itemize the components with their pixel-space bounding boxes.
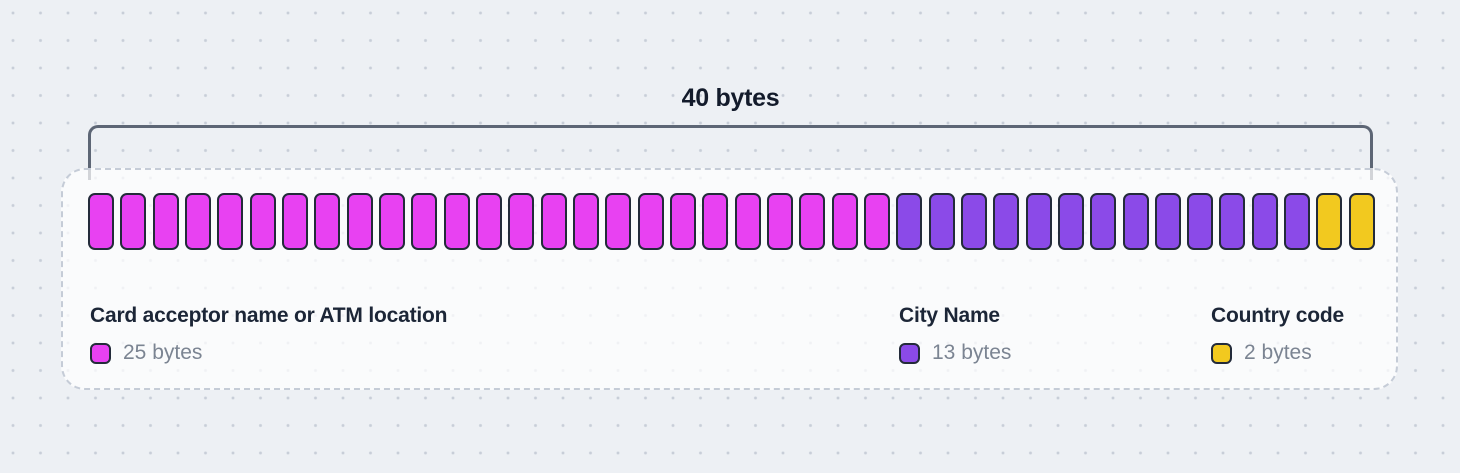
color-swatch-country-code [1211, 342, 1232, 364]
byte-cell-card-acceptor [443, 193, 470, 250]
byte-cell-city-name [1090, 193, 1117, 250]
legend-title-country-code: Country code [1211, 304, 1344, 327]
byte-cell-card-acceptor [766, 193, 793, 250]
byte-cell-card-acceptor [831, 193, 858, 250]
byte-cell-city-name [896, 193, 923, 250]
byte-cell-city-name [1219, 193, 1246, 250]
byte-cell-city-name [1154, 193, 1181, 250]
byte-cell-card-acceptor [314, 193, 341, 250]
byte-cell-card-acceptor [702, 193, 729, 250]
byte-cell-card-acceptor [346, 193, 373, 250]
byte-cell-card-acceptor [475, 193, 502, 250]
byte-cell-card-acceptor [88, 193, 114, 250]
byte-fields-panel: Card acceptor name or ATM location 25 by… [61, 168, 1398, 390]
byte-cell-card-acceptor [411, 193, 438, 250]
legend-country-code: Country code 2 bytes [1211, 304, 1344, 365]
byte-cell-card-acceptor [508, 193, 535, 250]
byte-cell-card-acceptor [572, 193, 599, 250]
byte-cell-card-acceptor [120, 193, 147, 250]
legend-row: 25 bytes [90, 341, 447, 365]
byte-cell-city-name [1284, 193, 1311, 250]
color-swatch-city-name [899, 342, 920, 364]
byte-cell-card-acceptor [863, 193, 890, 250]
measurement-bracket [88, 125, 1373, 180]
byte-cell-card-acceptor [152, 193, 179, 250]
byte-cell-city-name [1057, 193, 1084, 250]
total-bytes-label: 40 bytes [681, 84, 780, 112]
color-swatch-card-acceptor [90, 342, 111, 364]
byte-cell-card-acceptor [184, 193, 211, 250]
legend-title-card-acceptor: Card acceptor name or ATM location [90, 304, 448, 327]
byte-cell-card-acceptor [799, 193, 826, 250]
byte-cell-city-name [1122, 193, 1149, 250]
byte-cell-card-acceptor [217, 193, 244, 250]
byte-cell-city-name [993, 193, 1020, 250]
byte-cell-card-acceptor [540, 193, 567, 250]
legend-city-name: City Name 13 bytes [899, 304, 1011, 365]
byte-cells-row [88, 193, 1375, 250]
byte-cell-city-name [1251, 193, 1278, 250]
byte-cell-country-code [1316, 193, 1343, 250]
legend-card-acceptor: Card acceptor name or ATM location 25 by… [90, 304, 447, 365]
byte-cell-city-name [960, 193, 987, 250]
byte-cell-city-name [1025, 193, 1052, 250]
byte-cell-card-acceptor [378, 193, 405, 250]
legend-title-city-name: City Name [899, 304, 1000, 327]
byte-cell-card-acceptor [249, 193, 276, 250]
byte-cell-city-name [1187, 193, 1214, 250]
byte-cell-card-acceptor [605, 193, 632, 250]
byte-cell-card-acceptor [734, 193, 761, 250]
legend-row: 2 bytes [1211, 341, 1344, 365]
byte-cell-card-acceptor [281, 193, 308, 250]
bytes-count-city-name: 13 bytes [932, 341, 1012, 364]
bytes-count-country-code: 2 bytes [1244, 341, 1312, 364]
byte-cell-city-name [928, 193, 955, 250]
legend-row: 13 bytes [899, 341, 1011, 365]
bytes-count-card-acceptor: 25 bytes [123, 341, 203, 364]
byte-cell-country-code [1348, 193, 1375, 250]
byte-cell-card-acceptor [637, 193, 664, 250]
byte-cell-card-acceptor [669, 193, 696, 250]
